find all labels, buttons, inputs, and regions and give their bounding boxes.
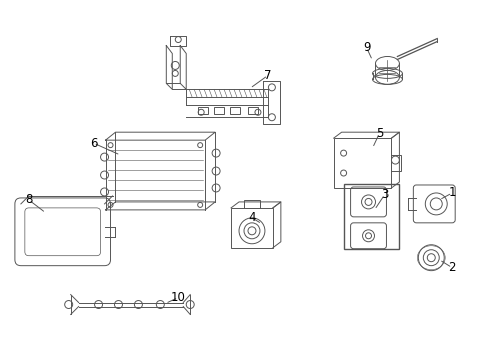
Bar (343, 184, 399, 249)
Text: 8: 8 (25, 193, 33, 206)
Text: 7: 7 (264, 69, 271, 82)
Bar (390, 155, 401, 171)
Text: 2: 2 (447, 261, 455, 274)
Text: 9: 9 (362, 41, 369, 54)
Bar (247, 107, 258, 114)
Bar (333, 138, 390, 188)
Text: 5: 5 (375, 127, 383, 140)
Text: 1: 1 (447, 186, 455, 199)
Text: 4: 4 (248, 211, 255, 224)
Bar (229, 107, 240, 114)
Text: 6: 6 (90, 137, 97, 150)
Text: 10: 10 (170, 291, 185, 304)
Bar (198, 107, 208, 114)
Bar (214, 107, 224, 114)
Bar (244, 200, 260, 208)
Bar (230, 208, 272, 248)
Text: 3: 3 (380, 188, 387, 202)
